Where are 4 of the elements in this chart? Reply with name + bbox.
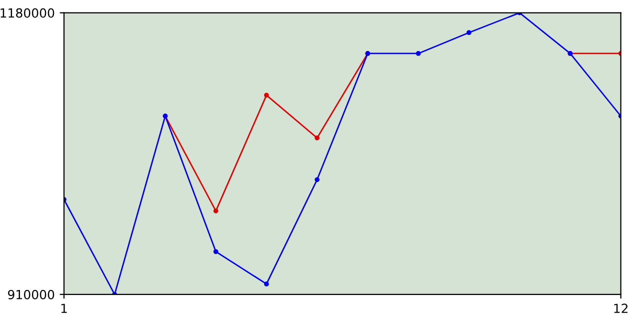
y-tick-label: 910000 <box>8 290 54 300</box>
x-tick-label: 12 <box>614 304 628 313</box>
y-tick-label: 1180000 <box>0 8 54 18</box>
x-tick-label: 1 <box>61 304 67 313</box>
